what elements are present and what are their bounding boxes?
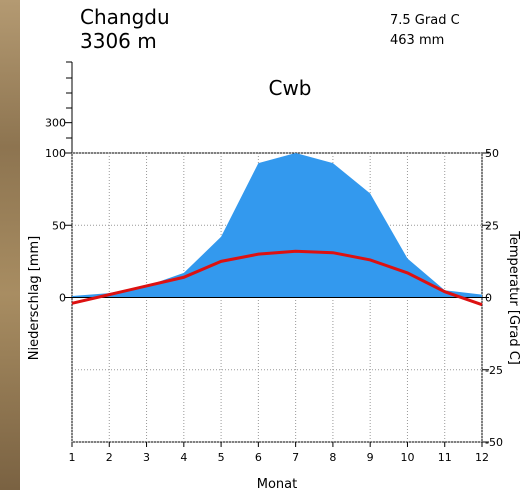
annual-temperature: 7.5 Grad C (390, 13, 460, 28)
annual-precipitation: 463 mm (390, 33, 444, 48)
precipitation-area (72, 153, 482, 298)
upper-minor-ticks (66, 61, 72, 139)
y-tick-label: 100 (45, 147, 66, 160)
y-tick-label: 50 (52, 219, 66, 232)
y2-tick-label: -50 (485, 436, 503, 449)
x-axis-label: Monat (257, 477, 297, 490)
y-tick-label: 0 (59, 292, 66, 305)
x-tick-label: 10 (400, 451, 414, 464)
station: Changdu (80, 5, 170, 29)
temperature-line (71, 249, 483, 307)
climate-class: Cwb (268, 76, 311, 100)
x-tick-label: 7 (292, 451, 299, 464)
x-tick-label: 12 (475, 451, 489, 464)
x-tick-label: 4 (180, 451, 187, 464)
x-tick-label: 8 (329, 451, 336, 464)
x-tick-label: 5 (218, 451, 225, 464)
x-tick-label: 2 (106, 451, 113, 464)
y2-tick-label: -25 (485, 364, 503, 377)
y2-tick-label: 25 (485, 219, 499, 232)
x-tick-label: 1 (69, 451, 76, 464)
x-tick-label: 11 (438, 451, 452, 464)
x-tick-label: 6 (255, 451, 262, 464)
y-axis-label: Niederschlag [mm] (27, 236, 42, 361)
y2-tick-label: 0 (485, 292, 492, 305)
x-tick-label: 9 (367, 451, 374, 464)
x-tick-label: 3 (143, 451, 150, 464)
y2-axis-label: Temperatur [Grad C] (506, 230, 521, 365)
elevation: 3306 m (80, 29, 157, 53)
y2-tick-label: 50 (485, 147, 499, 160)
y-tick-label: 300 (45, 117, 66, 130)
